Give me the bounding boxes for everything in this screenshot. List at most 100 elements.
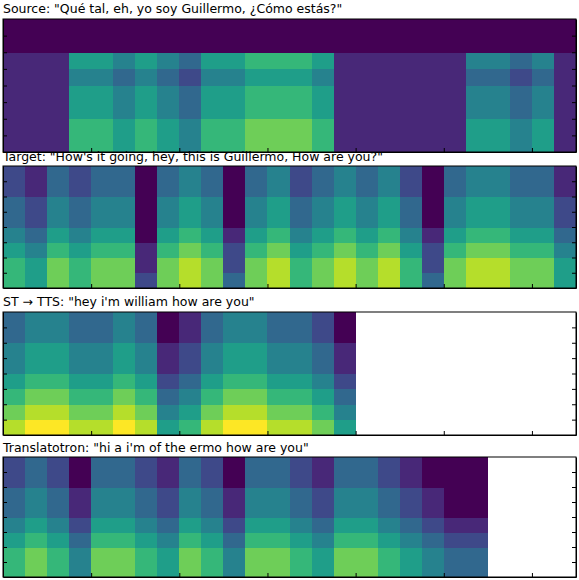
spectrogram-cell (47, 562, 70, 577)
spectrogram-cell (290, 197, 313, 213)
spectrogram-cell (554, 69, 576, 86)
tick-mark (572, 69, 576, 70)
tick (572, 358, 576, 359)
tick (3, 358, 7, 359)
spectrogram-cell (157, 19, 180, 36)
spectrogram-cell (290, 547, 313, 563)
spectrogram-cell (510, 166, 533, 182)
spectrogram-cell (554, 166, 576, 182)
spectrogram-cell (3, 327, 26, 343)
spectrogram-cell (135, 420, 158, 435)
spectrogram-cell (113, 86, 136, 103)
spectrogram-cell (91, 457, 114, 473)
spectrogram-cell (290, 487, 313, 503)
spectrogram-cell (400, 52, 423, 69)
tick (572, 343, 576, 344)
spectrogram-cell (91, 420, 114, 435)
spectrogram-cell (201, 457, 224, 473)
spectrogram-cell (135, 36, 158, 53)
tick (572, 86, 576, 87)
spectrogram-cell (223, 19, 246, 36)
spectrogram-cell (444, 69, 467, 86)
spectrogram-cell (466, 166, 489, 182)
tick (572, 212, 576, 213)
spectrogram-cell (69, 166, 92, 182)
spectrogram-cell (466, 457, 489, 473)
spectrogram-cell (157, 374, 180, 390)
spectrogram-cell (25, 242, 48, 258)
spectrogram-cell (201, 358, 224, 374)
spectrogram-cell (25, 181, 48, 197)
spectrogram-cell (3, 212, 26, 228)
spectrogram-cell (334, 547, 357, 563)
spectrogram-cell (267, 273, 290, 288)
spectrogram-cell (135, 258, 158, 274)
tick-mark (3, 532, 7, 533)
spectrogram-cell (135, 487, 158, 503)
spectrogram-cell (444, 181, 467, 197)
tick (356, 284, 357, 288)
spectrogram-cell (378, 242, 401, 258)
spectrogram-cell (554, 212, 576, 228)
spectrogram-cell (201, 312, 224, 328)
spectrogram-cell (466, 69, 489, 86)
spectrogram-cell (290, 472, 313, 488)
spectrogram-cell (245, 358, 268, 374)
tick (572, 532, 576, 533)
spectrogram-cell (245, 258, 268, 274)
spectrogram-cell (223, 102, 246, 119)
spectrogram-cell (25, 517, 48, 533)
tick (179, 284, 180, 288)
spectrogram-cell (113, 487, 136, 503)
tick-mark (444, 573, 445, 577)
spectrogram-cell (356, 197, 379, 213)
spectrogram-cell (334, 102, 357, 119)
spectrogram-cell (532, 242, 555, 258)
spectrogram-cell (444, 547, 467, 563)
tick-mark (572, 562, 576, 563)
spectrogram-cell (91, 273, 114, 288)
spectrogram-cell (510, 102, 533, 119)
spectrogram-cell (69, 420, 92, 435)
spectrogram-cell (69, 312, 92, 328)
spectrogram-cell (267, 457, 290, 473)
spectrogram-cell (488, 135, 511, 152)
spectrogram-cell (532, 181, 555, 197)
spectrogram-cell (554, 227, 576, 243)
spectrogram-cell (69, 343, 92, 359)
spectrogram-cell (378, 562, 401, 577)
spectrogram-cell (510, 52, 533, 69)
panel (3, 312, 577, 436)
spectrogram-cell (135, 242, 158, 258)
spectrogram-cell (400, 119, 423, 136)
spectrogram-cell (312, 327, 335, 343)
spectrogram-cell (47, 312, 70, 328)
spectrogram-cell (510, 227, 533, 243)
spectrogram-cell (466, 472, 489, 488)
spectrogram-cell (201, 389, 224, 405)
spectrogram-cell (334, 358, 357, 374)
spectrogram-cell (312, 119, 335, 136)
tick-mark (267, 573, 268, 577)
spectrogram-cell (47, 69, 70, 86)
spectrogram-cell (312, 181, 335, 197)
tick-mark (444, 148, 445, 152)
spectrogram-cell (69, 517, 92, 533)
spectrogram-cell (466, 227, 489, 243)
spectrogram-cell (356, 119, 379, 136)
spectrogram-cell (267, 102, 290, 119)
spectrogram-cell (378, 181, 401, 197)
spectrogram-cell (69, 119, 92, 136)
spectrogram-cell (488, 227, 511, 243)
spectrogram-cell (334, 343, 357, 359)
spectrogram-cell (113, 502, 136, 518)
spectrogram-cell (245, 166, 268, 182)
spectrogram-cell (157, 420, 180, 435)
spectrogram-cell (444, 472, 467, 488)
tick-mark (572, 389, 576, 390)
tick-mark (3, 389, 7, 390)
spectrogram-cell (25, 52, 48, 69)
spectrogram-cell (113, 166, 136, 182)
tick-mark (3, 273, 7, 274)
spectrogram-cell (113, 19, 136, 36)
